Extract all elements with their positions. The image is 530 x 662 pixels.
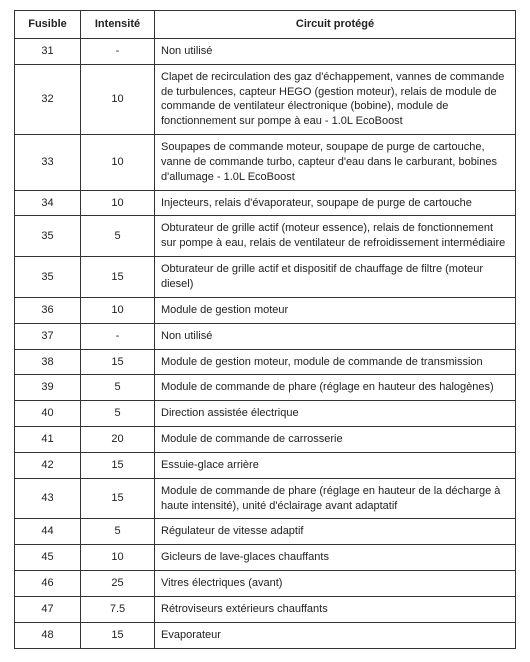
cell-circuit: Essuie-glace arrière [155, 452, 516, 478]
cell-amp: 15 [81, 452, 155, 478]
cell-fuse: 37 [15, 323, 81, 349]
cell-amp: - [81, 38, 155, 64]
cell-amp: 15 [81, 257, 155, 298]
cell-circuit: Direction assistée électrique [155, 401, 516, 427]
cell-amp: 20 [81, 427, 155, 453]
table-row: 4625Vitres électriques (avant) [15, 571, 516, 597]
cell-circuit: Obturateur de grille actif (moteur essen… [155, 216, 516, 257]
table-row: 37-Non utilisé [15, 323, 516, 349]
table-row: 4120Module de commande de carrosserie [15, 427, 516, 453]
cell-fuse: 48 [15, 622, 81, 648]
cell-circuit: Non utilisé [155, 38, 516, 64]
cell-amp: 15 [81, 478, 155, 519]
cell-amp: 10 [81, 190, 155, 216]
cell-fuse: 38 [15, 349, 81, 375]
cell-circuit: Module de gestion moteur, module de comm… [155, 349, 516, 375]
col-header-circuit: Circuit protégé [155, 11, 516, 39]
col-header-fuse: Fusible [15, 11, 81, 39]
cell-amp: 5 [81, 375, 155, 401]
cell-fuse: 39 [15, 375, 81, 401]
table-row: 445Régulateur de vitesse adaptif [15, 519, 516, 545]
cell-circuit: Rétroviseurs extérieurs chauffants [155, 596, 516, 622]
cell-fuse: 34 [15, 190, 81, 216]
cell-amp: 15 [81, 349, 155, 375]
cell-circuit: Gicleurs de lave-glaces chauffants [155, 545, 516, 571]
cell-fuse: 33 [15, 135, 81, 191]
cell-circuit: Régulateur de vitesse adaptif [155, 519, 516, 545]
cell-fuse: 46 [15, 571, 81, 597]
table-row: 4815Evaporateur [15, 622, 516, 648]
table-row: 477.5Rétroviseurs extérieurs chauffants [15, 596, 516, 622]
cell-amp: 5 [81, 401, 155, 427]
cell-circuit: Module de commande de carrosserie [155, 427, 516, 453]
cell-amp: 7.5 [81, 596, 155, 622]
cell-fuse: 45 [15, 545, 81, 571]
table-row: 3410Injecteurs, relais d'évaporateur, so… [15, 190, 516, 216]
cell-circuit: Obturateur de grille actif et dispositif… [155, 257, 516, 298]
cell-circuit: Injecteurs, relais d'évaporateur, soupap… [155, 190, 516, 216]
cell-circuit: Vitres électriques (avant) [155, 571, 516, 597]
cell-fuse: 35 [15, 216, 81, 257]
cell-amp: - [81, 323, 155, 349]
table-row: 3310Soupapes de commande moteur, soupape… [15, 135, 516, 191]
table-header-row: Fusible Intensité Circuit protégé [15, 11, 516, 39]
table-row: 3815Module de gestion moteur, module de … [15, 349, 516, 375]
table-row: 405Direction assistée électrique [15, 401, 516, 427]
cell-amp: 10 [81, 297, 155, 323]
cell-circuit: Module de commande de phare (réglage en … [155, 478, 516, 519]
cell-amp: 5 [81, 216, 155, 257]
cell-fuse: 36 [15, 297, 81, 323]
cell-amp: 15 [81, 622, 155, 648]
cell-amp: 25 [81, 571, 155, 597]
table-row: 3610Module de gestion moteur [15, 297, 516, 323]
cell-circuit: Clapet de recirculation des gaz d'échapp… [155, 64, 516, 134]
cell-fuse: 32 [15, 64, 81, 134]
table-row: 355Obturateur de grille actif (moteur es… [15, 216, 516, 257]
table-row: 3515Obturateur de grille actif et dispos… [15, 257, 516, 298]
fuse-table: Fusible Intensité Circuit protégé 31-Non… [14, 10, 516, 649]
table-row: 31-Non utilisé [15, 38, 516, 64]
table-row: 395Module de commande de phare (réglage … [15, 375, 516, 401]
table-row: 4215Essuie-glace arrière [15, 452, 516, 478]
table-row: 3210Clapet de recirculation des gaz d'éc… [15, 64, 516, 134]
table-row: 4315Module de commande de phare (réglage… [15, 478, 516, 519]
cell-amp: 10 [81, 64, 155, 134]
cell-amp: 10 [81, 545, 155, 571]
cell-circuit: Module de gestion moteur [155, 297, 516, 323]
cell-fuse: 35 [15, 257, 81, 298]
cell-fuse: 42 [15, 452, 81, 478]
cell-amp: 10 [81, 135, 155, 191]
cell-fuse: 44 [15, 519, 81, 545]
cell-circuit: Module de commande de phare (réglage en … [155, 375, 516, 401]
cell-fuse: 41 [15, 427, 81, 453]
cell-circuit: Non utilisé [155, 323, 516, 349]
cell-fuse: 47 [15, 596, 81, 622]
cell-circuit: Evaporateur [155, 622, 516, 648]
table-row: 4510Gicleurs de lave-glaces chauffants [15, 545, 516, 571]
cell-fuse: 43 [15, 478, 81, 519]
col-header-amp: Intensité [81, 11, 155, 39]
cell-circuit: Soupapes de commande moteur, soupape de … [155, 135, 516, 191]
cell-fuse: 40 [15, 401, 81, 427]
cell-fuse: 31 [15, 38, 81, 64]
cell-amp: 5 [81, 519, 155, 545]
